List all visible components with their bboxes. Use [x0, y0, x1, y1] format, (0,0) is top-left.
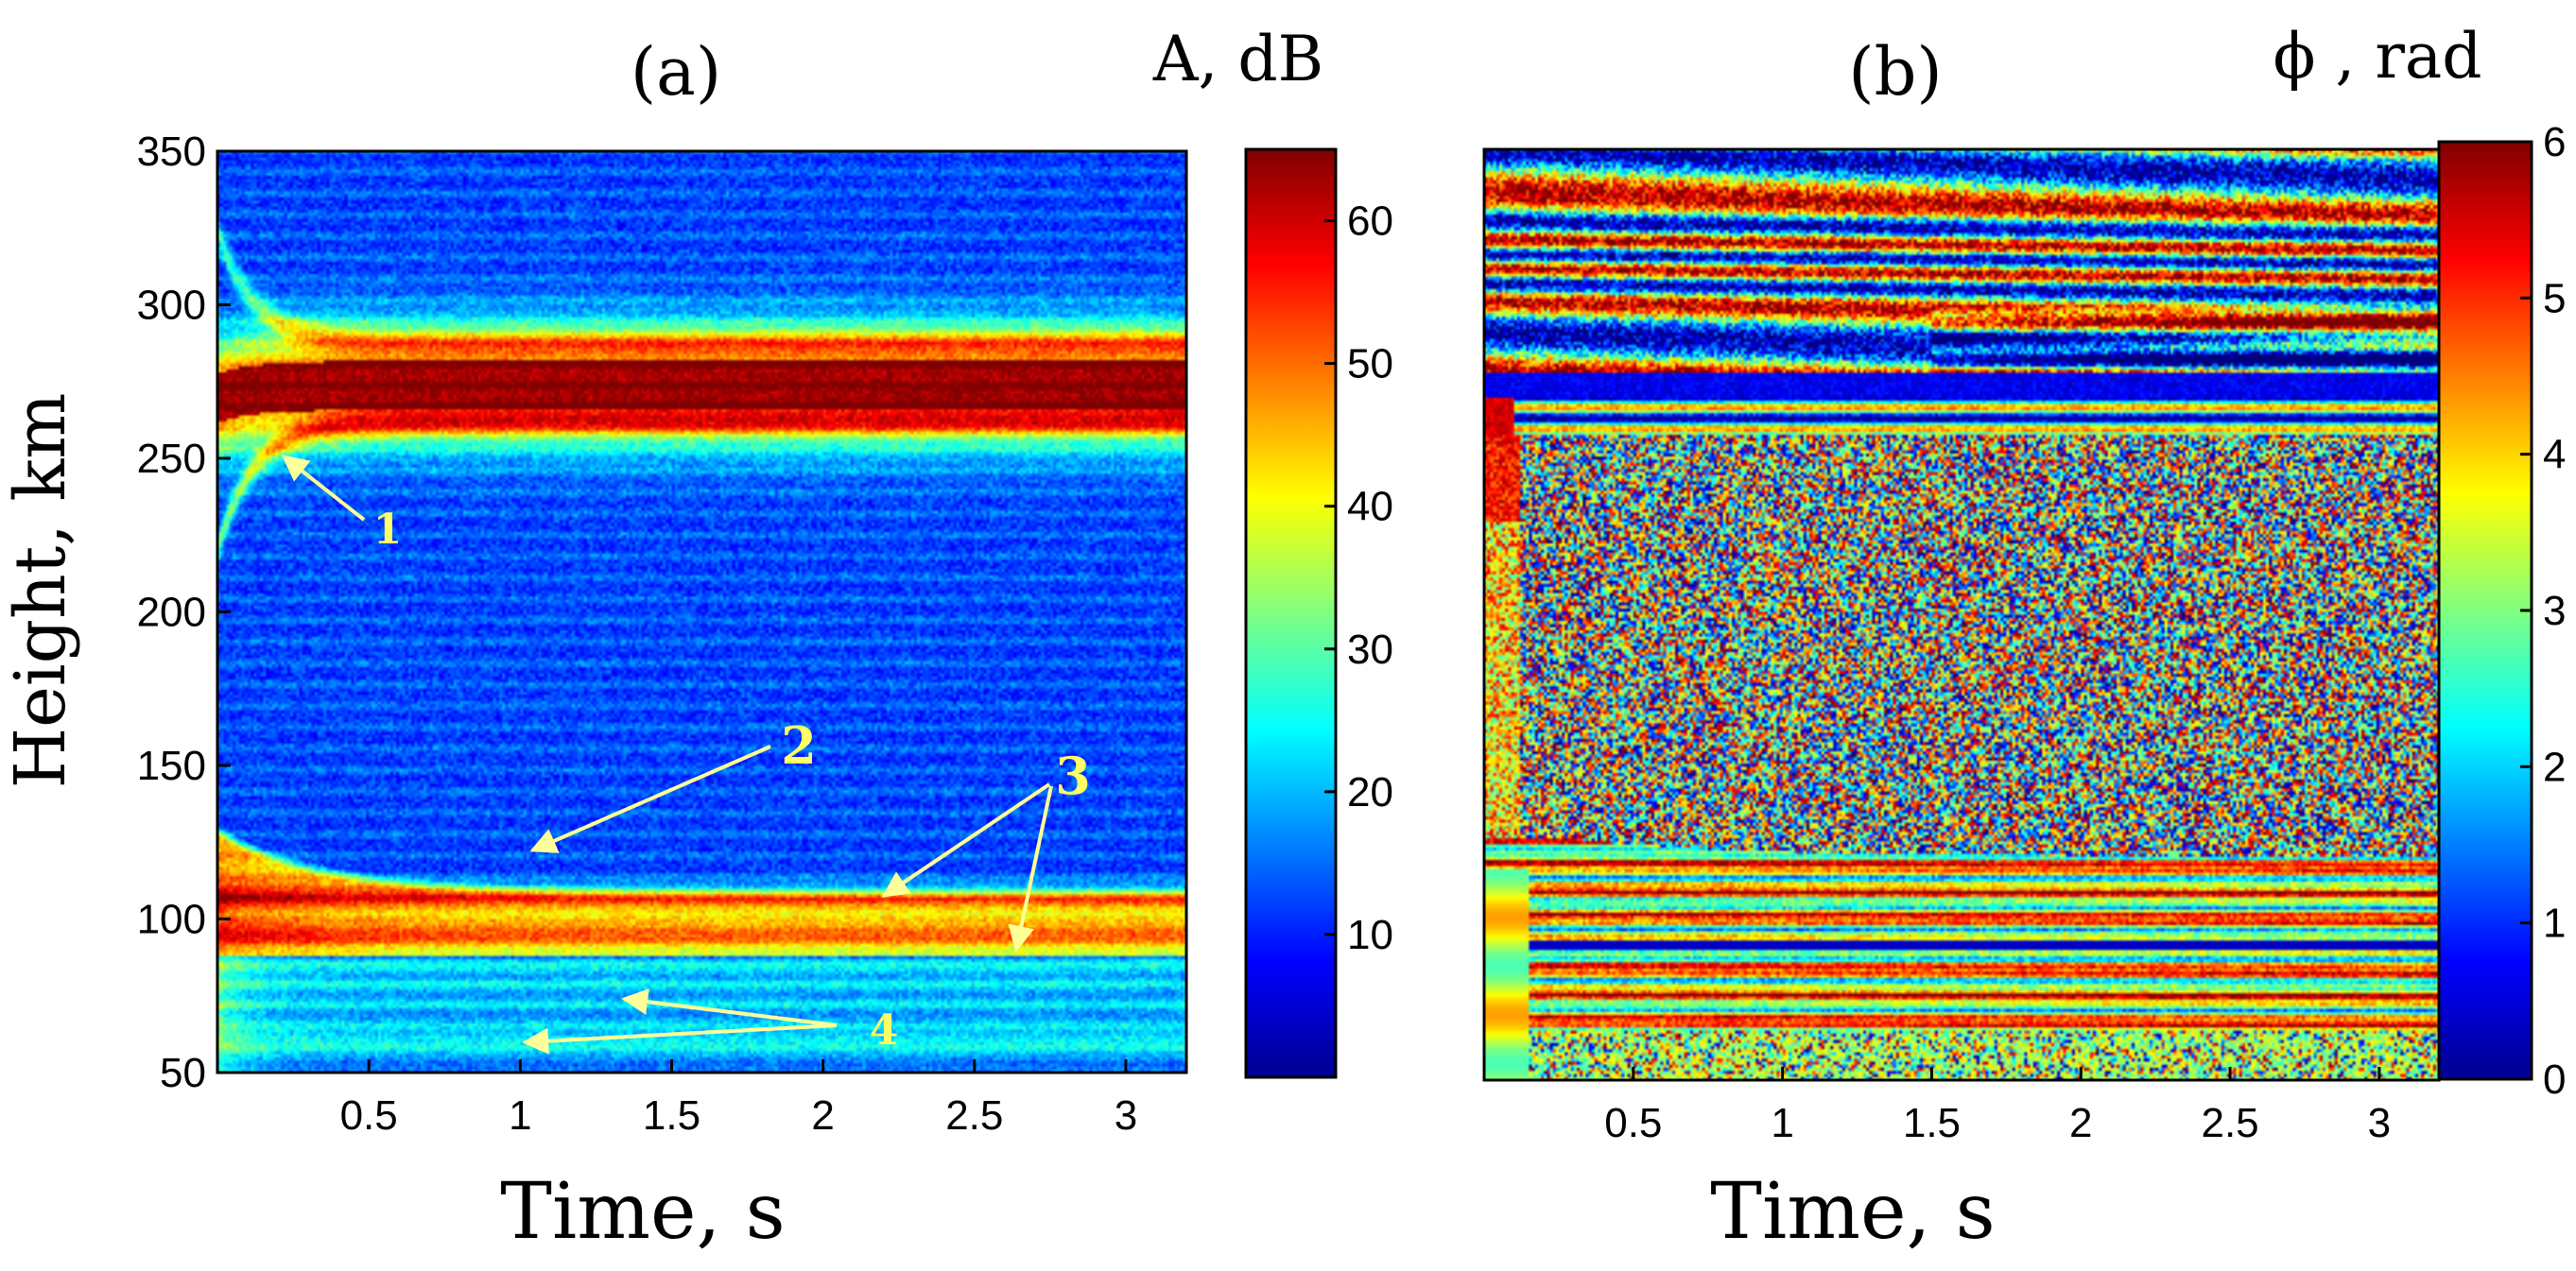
panel-a-x-tick-label: 2.5 [945, 1092, 1003, 1139]
panel-a-x-axis-label: Time, s [500, 1167, 785, 1257]
panel-a-x-tick-label: 1 [509, 1092, 531, 1139]
panel-a-x-tick-label: 1.5 [643, 1092, 700, 1139]
panel-b-x-axis-label: Time, s [1710, 1167, 1995, 1257]
panel-a-colorbar-tick-label: 20 [1347, 769, 1393, 816]
panel-a-y-tick-label: 250 [137, 436, 206, 482]
panel-b-x-tick-label: 2.5 [2201, 1100, 2258, 1146]
panel-b-heatmap [1484, 149, 2439, 1080]
panel-a-y-tick-label: 150 [137, 743, 206, 789]
annotation-3-label: 3 [1055, 746, 1091, 806]
panel-a-y-axis-label: Height, km [0, 393, 81, 789]
panel-a-colorbar-tick-label: 50 [1347, 341, 1393, 387]
panel-a-colorbar-tick-label: 10 [1347, 912, 1393, 958]
panel-b-x-tick-label: 0.5 [1604, 1100, 1662, 1146]
panel-a-colorbar [1246, 149, 1336, 1077]
annotation-2-label: 2 [781, 715, 817, 776]
panel-b-colorbar-title: ϕ , rad [2273, 20, 2481, 93]
panel-a-colorbar-tick-label: 30 [1347, 627, 1393, 673]
annotation-1-label: 1 [373, 506, 403, 554]
panel-b-colorbar-tick-label: 6 [2543, 119, 2566, 165]
panel-a-y-tick-label: 50 [160, 1050, 206, 1096]
panel-a-colorbar-tick-label: 60 [1347, 198, 1393, 245]
panel-a-x-tick-label: 0.5 [340, 1092, 398, 1139]
panel-b-colorbar [2439, 142, 2532, 1079]
panel-a-x-tick-label: 3 [1115, 1092, 1137, 1139]
panel-a-y-tick-label: 350 [137, 129, 206, 175]
annotation-4-label: 4 [870, 1006, 899, 1055]
panel-a-colorbar-title: A, dB [1152, 23, 1323, 95]
panel-a-y-tick-label: 100 [137, 897, 206, 943]
panel-b-colorbar-tick-label: 1 [2543, 901, 2566, 947]
panel-a-y-tick-label: 300 [137, 283, 206, 329]
panel-a-x-tick-label: 2 [811, 1092, 834, 1139]
panel-b-x-tick-label: 3 [2368, 1100, 2391, 1146]
panel-a-heatmap [217, 151, 1186, 1073]
panel-b: (b) ϕ , rad Time, s 0.5 1 1.5 2 2.5 3 0 1 2 3 4 5 6 [1484, 20, 2566, 1257]
panel-b-colorbar-tick-label: 2 [2543, 744, 2566, 790]
panel-b-label: (b) [1848, 33, 1942, 111]
panel-b-colorbar-tick-label: 3 [2543, 588, 2566, 634]
panel-b-colorbar-tick-label: 4 [2543, 432, 2566, 478]
panel-b-x-tick-label: 1.5 [1903, 1100, 1961, 1146]
panel-a: (a) A, dB Height, km Time, s 50100150200… [0, 23, 1393, 1257]
panel-b-x-tick-label: 2 [2069, 1100, 2092, 1146]
panel-a-colorbar-tick-label: 40 [1347, 484, 1393, 530]
figure: (a) A, dB Height, km Time, s 50100150200… [0, 0, 2576, 1271]
panel-b-x-tick-label: 1 [1771, 1100, 1793, 1146]
panel-a-label: (a) [631, 33, 721, 111]
panel-b-colorbar-tick-label: 0 [2543, 1056, 2566, 1103]
panel-b-colorbar-tick-label: 5 [2543, 275, 2566, 321]
panel-a-y-tick-label: 200 [137, 590, 206, 636]
